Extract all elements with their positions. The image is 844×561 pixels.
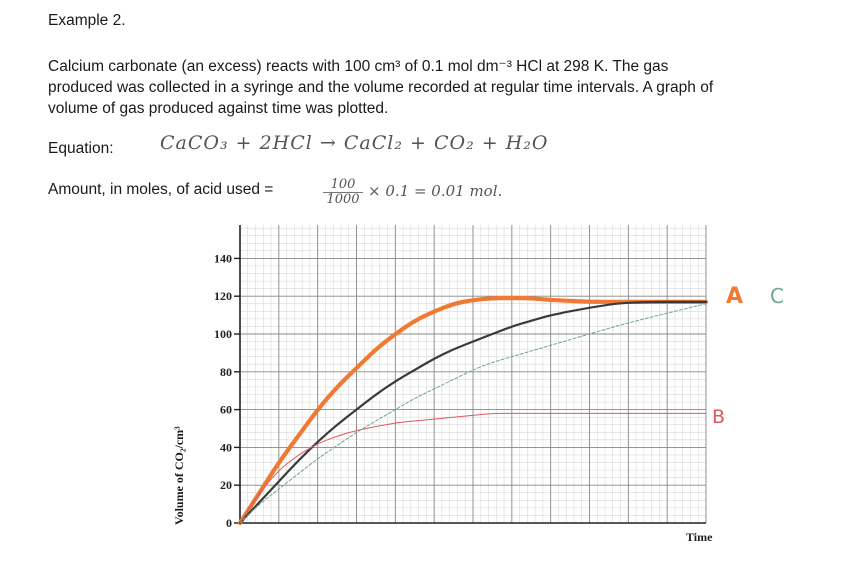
curve-label-a: A	[726, 284, 743, 309]
example-heading: Example 2.	[48, 12, 126, 29]
paragraph-line: volume of gas produced against time was …	[48, 100, 389, 117]
handwritten-calculation: × 0.1 = 0.01 mol.	[368, 182, 503, 200]
problem-paragraph: Calcium carbonate (an excess) reacts wit…	[48, 56, 828, 119]
curve-b-line	[239, 412, 707, 524]
y-tick-label: 80	[220, 365, 232, 379]
y-tick-label: 120	[214, 289, 232, 303]
y-tick-label: 40	[220, 440, 232, 454]
curve-label-c: C	[770, 284, 784, 308]
curve-base-line	[238, 300, 708, 525]
graph-axes	[239, 225, 706, 524]
fraction-denominator: 1000	[326, 192, 360, 207]
handwritten-fraction: 100 1000	[323, 178, 363, 207]
y-tick-label: 0	[226, 516, 232, 530]
amount-label: Amount, in moles, of acid used =	[48, 181, 274, 198]
y-tick-label: 60	[220, 403, 232, 417]
y-axis-label-text: Volume of CO₂/cm³	[172, 426, 186, 525]
handwritten-equation: CaCO₃ + 2HCl → CaCl₂ + CO₂ + H₂O	[160, 132, 549, 154]
curve-c-line	[239, 303, 707, 524]
fraction-numerator: 100	[323, 178, 363, 193]
paragraph-line: Calcium carbonate (an excess) reacts wit…	[48, 58, 669, 75]
graph-series	[237, 295, 709, 526]
y-tick-label: 140	[214, 251, 232, 265]
curve-a-line	[237, 295, 709, 526]
y-tick-label: 100	[214, 327, 232, 341]
curve-label-b: B	[712, 406, 725, 428]
paragraph-line: produced was collected in a syringe and …	[48, 79, 714, 96]
y-tick-labels: 0 20 40 60 80 100 120 140	[214, 251, 240, 530]
equation-label: Equation:	[48, 140, 114, 157]
x-axis-label: Time	[686, 530, 713, 544]
y-tick-label: 20	[220, 478, 232, 492]
graph-grid	[239, 225, 707, 524]
